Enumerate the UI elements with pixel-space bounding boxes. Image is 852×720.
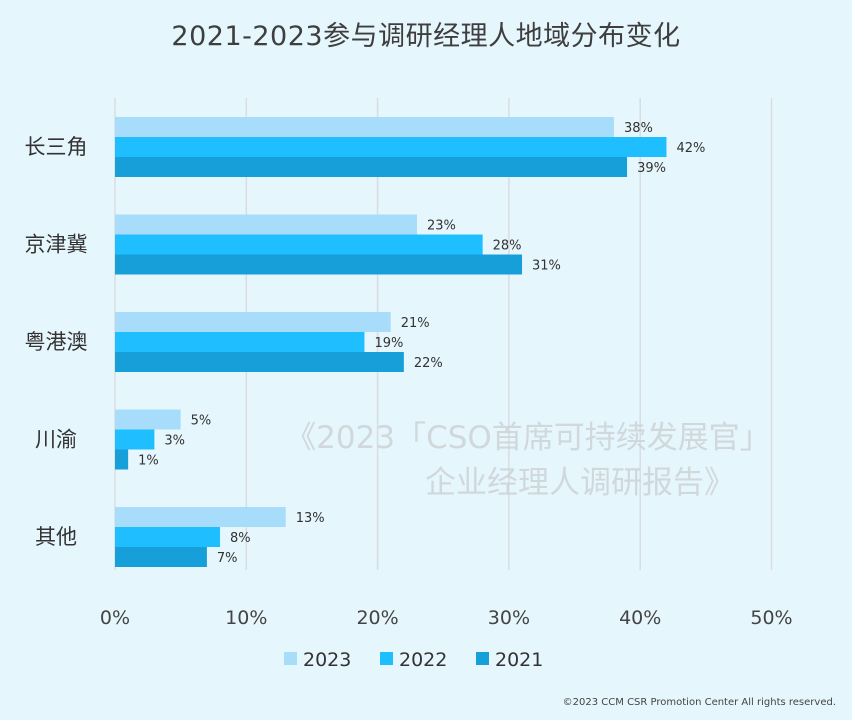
bar-2022 bbox=[115, 527, 221, 547]
legend-label: 2021 bbox=[495, 649, 543, 671]
data-label: 5% bbox=[191, 414, 212, 429]
bar-2021 bbox=[115, 254, 523, 275]
data-label: 13% bbox=[296, 511, 325, 526]
bar-2023 bbox=[115, 117, 614, 137]
x-tick-label: 40% bbox=[619, 607, 661, 629]
legend-swatch bbox=[380, 652, 393, 665]
data-label: 42% bbox=[676, 141, 705, 156]
bar-2021 bbox=[115, 352, 404, 372]
data-labels: 38% 42% 39% 23% 28% 31% 21% 19% 22% 5% 3% 1% 13% 8% 7% bbox=[138, 121, 705, 566]
x-tick-label: 10% bbox=[225, 607, 267, 629]
data-label: 21% bbox=[401, 316, 430, 331]
category-label: 长三角 bbox=[25, 135, 88, 159]
data-label: 31% bbox=[532, 259, 561, 274]
data-label: 39% bbox=[637, 161, 666, 176]
bar-2023 bbox=[115, 214, 417, 235]
legend-label: 2022 bbox=[399, 649, 447, 671]
bar-2023 bbox=[115, 312, 391, 332]
bars bbox=[115, 117, 667, 567]
data-label: 19% bbox=[374, 336, 403, 351]
x-tick-label: 50% bbox=[750, 607, 792, 629]
watermark-line-1: 《2023「CSO首席可持续发展官」 bbox=[285, 420, 771, 456]
watermark-line-2: 企业经理人调研报告》 bbox=[425, 465, 735, 501]
data-label: 8% bbox=[230, 531, 251, 546]
watermark: 《2023「CSO首席可持续发展官」 企业经理人调研报告》 bbox=[285, 420, 771, 501]
bar-2023 bbox=[115, 507, 286, 527]
category-label: 川渝 bbox=[35, 428, 77, 452]
legend: 2023 2022 2021 bbox=[284, 649, 543, 671]
bar-2021 bbox=[115, 157, 628, 177]
category-label: 粤港澳 bbox=[25, 330, 88, 354]
copyright-notice: ©2023 CCM CSR Promotion Center All right… bbox=[562, 697, 836, 708]
bar-2022 bbox=[115, 137, 667, 157]
legend-label: 2023 bbox=[303, 649, 351, 671]
data-label: 23% bbox=[427, 219, 456, 234]
category-label: 其他 bbox=[35, 525, 77, 549]
chart-title: 2021-2023参与调研经理人地域分布变化 bbox=[171, 21, 681, 52]
data-label: 38% bbox=[624, 121, 653, 136]
bar-2021 bbox=[115, 449, 129, 470]
data-label: 1% bbox=[138, 454, 159, 469]
x-tick-label: 0% bbox=[100, 607, 130, 629]
bar-2022 bbox=[115, 234, 483, 255]
bar-2022 bbox=[115, 332, 365, 352]
bar-2022 bbox=[115, 429, 155, 450]
data-label: 7% bbox=[217, 551, 238, 566]
legend-swatch bbox=[476, 652, 489, 665]
bar-2021 bbox=[115, 547, 207, 567]
data-label: 3% bbox=[164, 434, 185, 449]
data-label: 22% bbox=[414, 356, 443, 371]
category-label: 京津冀 bbox=[25, 233, 88, 257]
x-tick-label: 20% bbox=[356, 607, 398, 629]
data-label: 28% bbox=[493, 239, 522, 254]
x-tick-label: 30% bbox=[488, 607, 530, 629]
legend-swatch bbox=[284, 652, 297, 665]
bar-2023 bbox=[115, 409, 181, 430]
x-axis-ticks: 0% 10% 20% 30% 40% 50% bbox=[100, 607, 793, 629]
